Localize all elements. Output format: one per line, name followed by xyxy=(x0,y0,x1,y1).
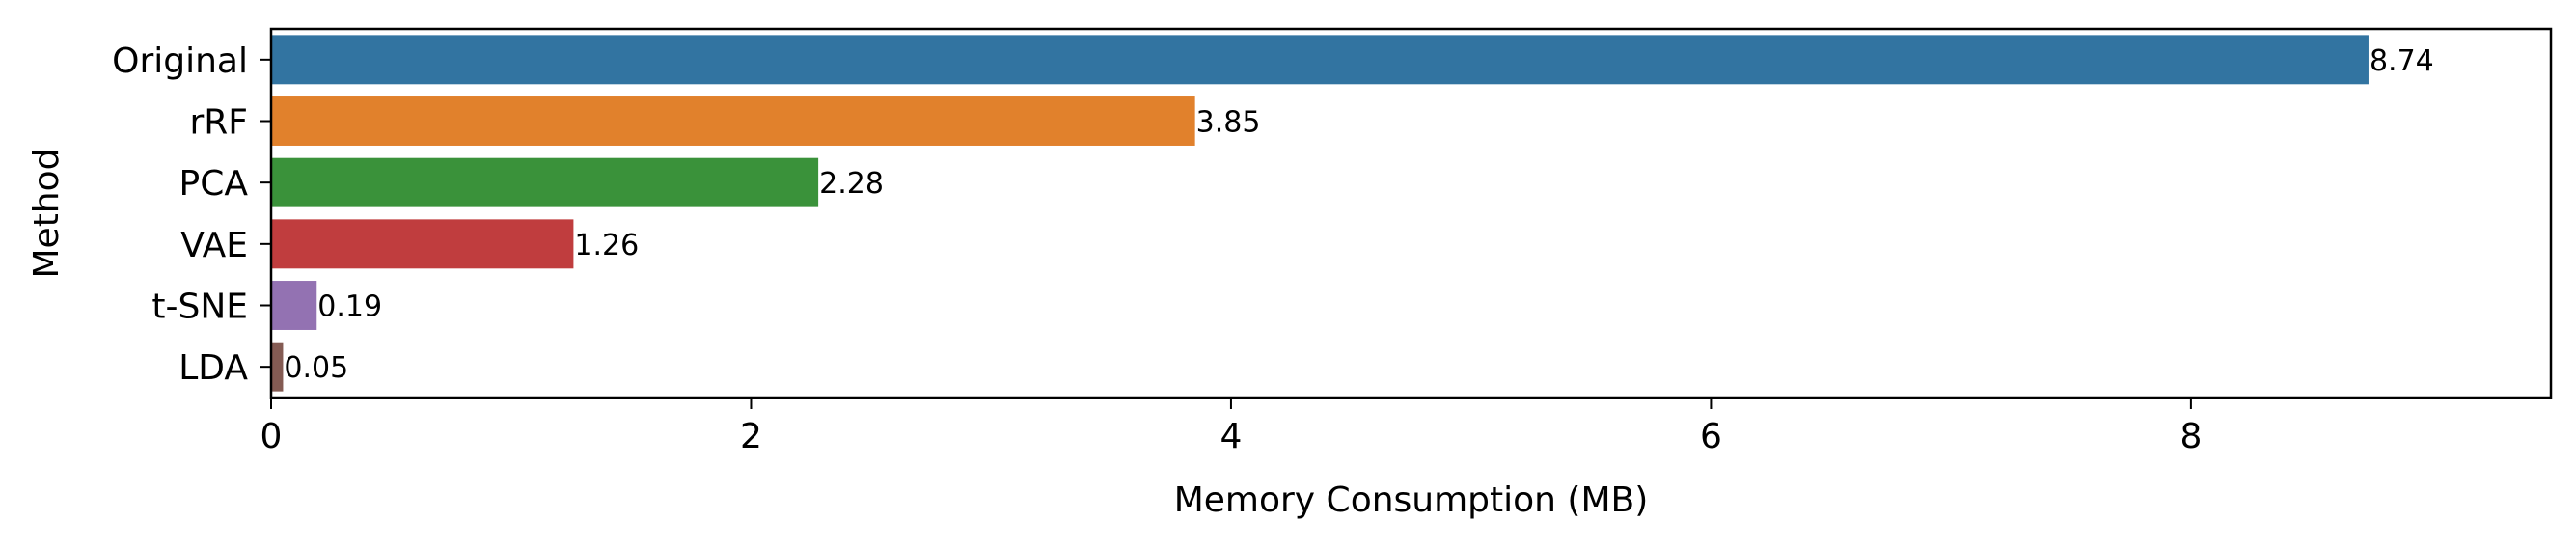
bar-t-sne xyxy=(271,281,317,330)
x-tick-label: 8 xyxy=(2179,417,2202,456)
data-label-lda: 0.05 xyxy=(284,351,348,385)
bar-original xyxy=(271,35,2369,85)
data-label-t-sne: 0.19 xyxy=(317,290,382,324)
data-label-original: 8.74 xyxy=(2370,44,2434,78)
y-tick-label-pca: PCA xyxy=(179,164,249,204)
x-axis-ticks: 0 2 4 6 8 xyxy=(260,398,2202,456)
y-axis-ticks: Original rRF PCA VAE t-SNE LDA xyxy=(112,41,271,388)
x-axis-title: Memory Consumption (MB) xyxy=(1174,481,1649,520)
x-tick-label: 6 xyxy=(1700,417,1722,456)
bar-rrf xyxy=(271,96,1195,146)
data-label-pca: 2.28 xyxy=(819,167,884,201)
y-axis-title: Method xyxy=(27,148,67,278)
x-tick-label: 4 xyxy=(1219,417,1242,456)
y-tick-label-vae: VAE xyxy=(180,226,248,265)
bar-pca xyxy=(271,157,819,207)
bar-vae xyxy=(271,219,574,269)
plot-frame xyxy=(269,27,2553,399)
y-tick-label-original: Original xyxy=(112,41,248,81)
data-label-vae: 1.26 xyxy=(574,229,639,262)
data-labels-group: 8.74 3.85 2.28 1.26 0.19 0.05 xyxy=(284,44,2433,385)
data-label-rrf: 3.85 xyxy=(1196,106,1261,140)
bar-lda xyxy=(271,342,284,392)
y-tick-label-lda: LDA xyxy=(178,348,248,388)
x-tick-label: 2 xyxy=(740,417,762,456)
x-tick-label: 0 xyxy=(260,417,283,456)
y-tick-label-rrf: rRF xyxy=(189,103,248,143)
bars-group xyxy=(271,35,2369,392)
y-tick-label-t-sne: t-SNE xyxy=(151,288,248,327)
